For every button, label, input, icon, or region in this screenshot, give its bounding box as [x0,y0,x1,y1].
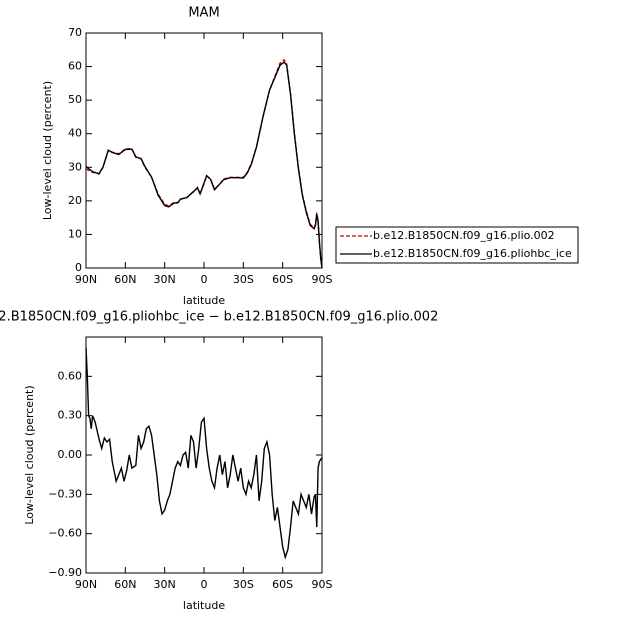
data-line [85,347,323,560]
x-tick-label: 60N [114,273,136,286]
y-axis-label: Low-level cloud (percent) [23,385,36,524]
data-line [85,58,323,269]
y-tick-label: 50 [68,93,82,106]
data-line [85,61,323,269]
chart-title: MAM [188,6,219,21]
x-axis-label: latitude [183,599,225,612]
x-tick-label: 30S [233,273,254,286]
x-tick-label: 90N [75,578,97,591]
x-tick-label: 90N [75,273,97,286]
y-tick-label: 0.00 [58,448,83,461]
x-tick-label: 90S [312,578,333,591]
y-tick-label: 0.60 [58,369,83,382]
x-tick-label: 0 [201,578,208,591]
x-tick-label: 60S [272,578,293,591]
x-tick-label: 60S [272,273,293,286]
y-axis-label: Low-level cloud (percent) [41,81,54,220]
legend-box [335,226,579,264]
y-tick-label: −0.60 [48,527,82,540]
y-tick-label: 30 [68,160,82,173]
y-tick-label: 20 [68,194,82,207]
y-tick-label: 60 [68,60,82,73]
x-tick-label: 30N [154,273,176,286]
chart-title: b.e12.B1850CN.f09_g16.pliohbc_ice − b.e1… [0,310,438,325]
y-tick-label: 70 [68,26,82,39]
x-tick-label: 30N [154,578,176,591]
y-tick-label: 40 [68,127,82,140]
legend-label: b.e12.B1850CN.f09_g16.plio.002 [373,229,555,242]
plot-frame [85,336,323,574]
x-tick-label: 60N [114,578,136,591]
y-tick-label: −0.30 [48,487,82,500]
y-tick-label: −0.90 [48,566,82,579]
y-tick-label: 0 [75,261,82,274]
x-tick-label: 90S [312,273,333,286]
y-tick-label: 0.30 [58,409,83,422]
y-tick-label: 10 [68,227,82,240]
x-tick-label: 0 [201,273,208,286]
x-tick-label: 30S [233,578,254,591]
x-axis-label: latitude [183,294,225,307]
legend-label: b.e12.B1850CN.f09_g16.pliohbc_ice [373,247,572,260]
